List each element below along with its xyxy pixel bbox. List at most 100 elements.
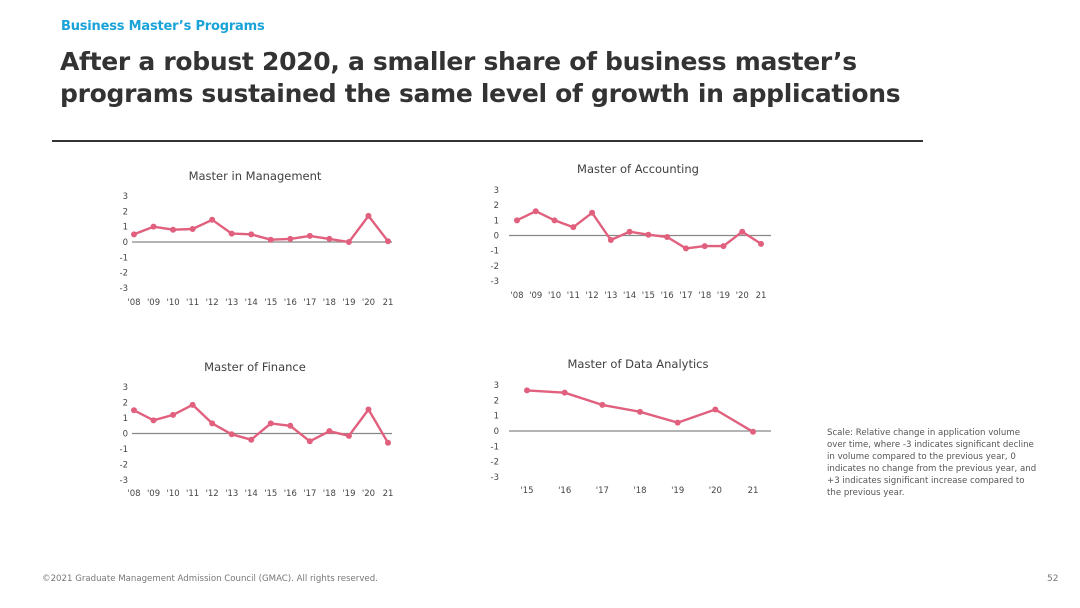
y-tick-label: -2 <box>120 461 128 471</box>
data-point <box>248 231 255 238</box>
data-point <box>306 438 313 445</box>
x-tick-label: '12 <box>206 298 219 308</box>
x-tick-label: '11 <box>186 298 199 308</box>
kicker-label: Business Master’s Programs <box>61 19 265 34</box>
x-tick-label: '15 <box>520 486 533 496</box>
x-tick-label: '09 <box>147 298 160 308</box>
y-tick-label: 1 <box>123 223 128 233</box>
y-tick-label: 2 <box>494 201 499 211</box>
x-tick-label: '16 <box>284 298 297 308</box>
data-point <box>551 217 558 224</box>
data-point <box>758 240 764 247</box>
x-tick-label: '12 <box>585 291 598 301</box>
y-tick-label: 1 <box>494 216 499 226</box>
page-number: 52 <box>1047 574 1059 584</box>
data-point <box>701 243 708 250</box>
y-tick-label: -1 <box>491 247 499 257</box>
x-tick-label: '11 <box>567 291 580 301</box>
x-tick-label: '19 <box>342 298 355 308</box>
chart-title: Master of Accounting <box>577 162 699 176</box>
x-tick-label: '08 <box>127 489 140 499</box>
series-line <box>132 403 390 445</box>
y-tick-label: 0 <box>494 232 499 242</box>
y-tick-label: 3 <box>494 381 499 391</box>
x-tick-label: '17 <box>596 486 609 496</box>
y-tick-label: 0 <box>494 427 499 437</box>
x-tick-label: 21 <box>383 489 394 499</box>
y-tick-label: 0 <box>123 430 128 440</box>
y-tick-label: -1 <box>120 253 128 263</box>
chart-master-of-data-analytics: Master of Data Analytics 3 2 1 0 -1 -2 -3'15'16… <box>485 353 775 503</box>
x-tick-label: '15 <box>264 298 277 308</box>
y-tick-label: 2 <box>123 399 128 409</box>
data-point <box>750 428 756 435</box>
x-tick-label: 21 <box>383 298 394 308</box>
title-divider <box>52 140 923 142</box>
x-tick-label: '13 <box>225 489 238 499</box>
data-point <box>645 231 652 238</box>
chart-master-in-management: Master in Management 3 2 1 0 -1 -2 -3'08'09'10 '… <box>110 165 400 315</box>
x-tick-label: '14 <box>245 489 258 499</box>
data-point <box>306 232 313 239</box>
x-tick-label: '11 <box>186 489 199 499</box>
x-tick-label: '18 <box>323 298 336 308</box>
y-tick-label: 1 <box>123 414 128 424</box>
data-point <box>150 223 157 230</box>
y-tick-label: -1 <box>120 445 128 455</box>
y-tick-label: -3 <box>120 476 128 486</box>
data-point <box>524 387 530 394</box>
data-point <box>150 417 157 424</box>
title-line-2: programs sustained the same level of gro… <box>60 79 901 108</box>
x-tick-label: '08 <box>510 291 523 301</box>
y-tick-label: -3 <box>491 473 499 483</box>
y-tick-label: -3 <box>491 277 499 287</box>
title-line-1: After a robust 2020, a smaller share of … <box>60 47 857 76</box>
data-point <box>228 431 235 438</box>
y-tick-label: 2 <box>123 207 128 217</box>
x-tick-label: '20 <box>362 298 375 308</box>
scale-note: Scale: Relative change in application vo… <box>827 428 1037 498</box>
x-tick-label: '10 <box>166 298 179 308</box>
page-title: After a robust 2020, a smaller share of … <box>60 46 901 110</box>
y-tick-label: 2 <box>494 396 499 406</box>
x-tick-label: '16 <box>558 486 571 496</box>
y-tick-label: -2 <box>491 262 499 272</box>
x-tick-label: '10 <box>166 489 179 499</box>
data-point <box>345 239 352 245</box>
data-point <box>287 422 294 429</box>
data-point <box>712 406 719 413</box>
x-tick-label: '18 <box>633 486 646 496</box>
data-point <box>189 401 196 408</box>
y-tick-label: 3 <box>123 383 128 393</box>
y-tick-label: -1 <box>491 442 499 452</box>
data-point <box>561 389 568 396</box>
series-line <box>132 214 390 244</box>
data-point <box>674 419 681 426</box>
x-tick-label: '10 <box>548 291 561 301</box>
x-tick-label: '09 <box>529 291 542 301</box>
x-tick-label: '19 <box>717 291 730 301</box>
data-point <box>720 243 727 250</box>
data-point <box>209 216 216 223</box>
x-tick-label: '20 <box>709 486 722 496</box>
data-point <box>599 401 606 408</box>
x-tick-label: 21 <box>756 291 767 301</box>
data-point <box>626 228 633 235</box>
data-point <box>637 408 643 415</box>
x-tick-label: '17 <box>303 489 316 499</box>
x-tick-label: '15 <box>264 489 277 499</box>
x-tick-label: '09 <box>147 489 160 499</box>
data-point <box>385 238 391 245</box>
data-point <box>287 235 294 242</box>
chart-svg: Master of Data Analytics3210-1-2-3'15'16… <box>491 357 771 496</box>
y-tick-label: 3 <box>494 186 499 196</box>
data-point <box>189 225 196 232</box>
chart-title: Master of Data Analytics <box>567 357 708 371</box>
x-tick-label: '15 <box>642 291 655 301</box>
x-tick-label: '17 <box>679 291 692 301</box>
x-tick-label: '18 <box>323 489 336 499</box>
series-line <box>515 210 763 250</box>
x-tick-label: '14 <box>623 291 636 301</box>
